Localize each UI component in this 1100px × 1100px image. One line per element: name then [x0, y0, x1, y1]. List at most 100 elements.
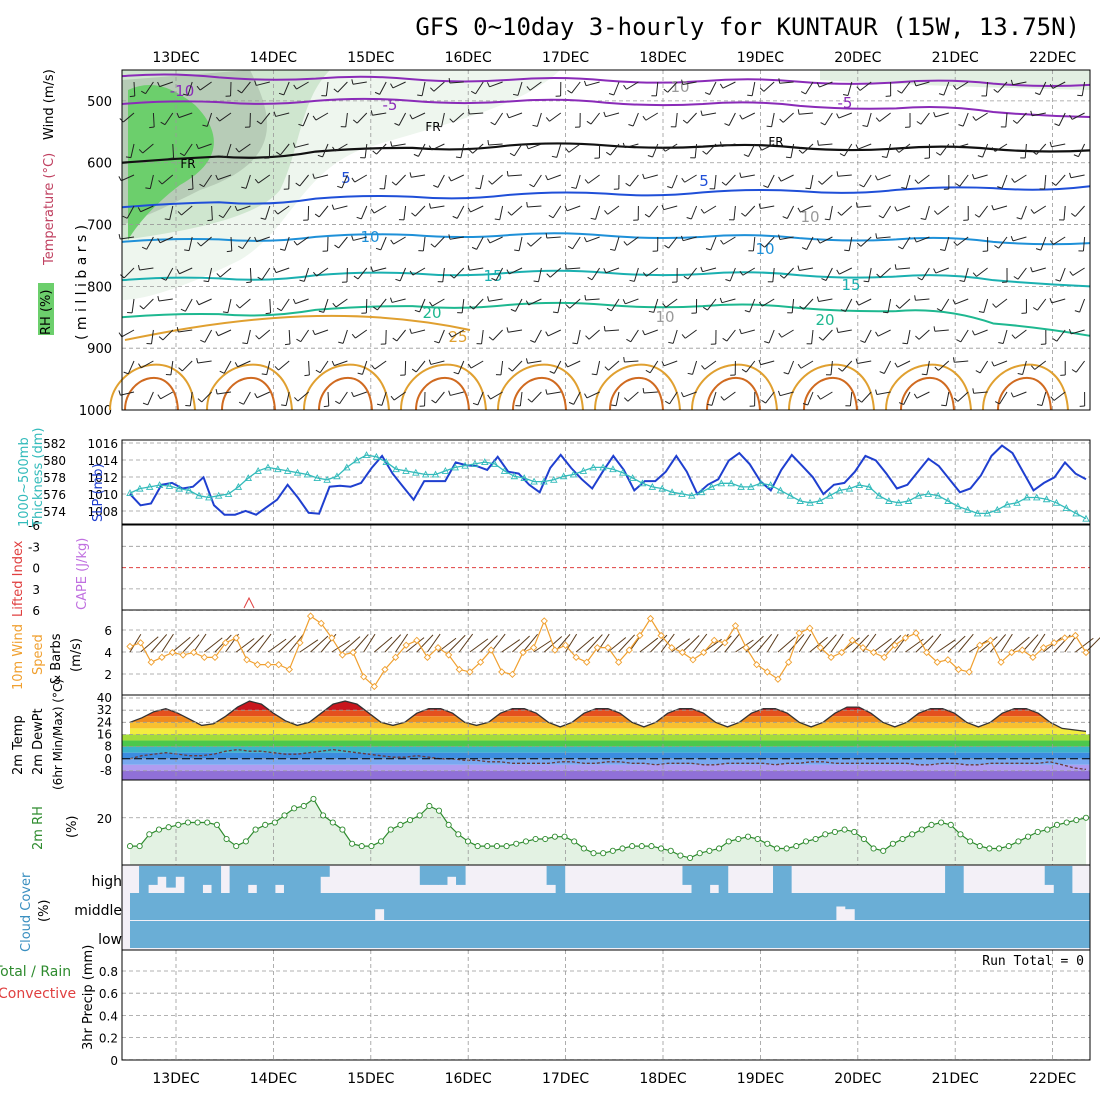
wind-barb-flag: [508, 367, 513, 372]
cloud-bar-low: [308, 921, 319, 948]
wind-barb-flag: [817, 394, 821, 400]
wind-barb: [246, 329, 251, 344]
cloud-bar-low: [346, 921, 357, 948]
wind-barb: [649, 360, 659, 374]
wind-barb: [354, 174, 368, 183]
wind-barb: [821, 174, 833, 185]
wind-tick: 2: [104, 668, 112, 682]
wind-barb-flag: [797, 109, 800, 115]
wind-barb-flag: [1055, 279, 1061, 282]
wind-barb: [1013, 391, 1027, 398]
rh2m-point: [880, 847, 887, 854]
wind-barb: [284, 236, 290, 251]
wind-barb-flag: [545, 331, 549, 337]
wind-barb-flag: [139, 305, 144, 310]
cloud-bar-middle: [1042, 893, 1053, 920]
wind-barb: [179, 267, 193, 275]
rh2m-point: [1034, 828, 1041, 835]
wind-barb-flag: [778, 176, 782, 182]
cloud-bar-middle: [826, 893, 837, 920]
wind-barb-flag: [312, 173, 315, 179]
wind-barb-flag: [203, 280, 209, 283]
wind-barb-flag: [603, 268, 607, 274]
wind-barb: [822, 329, 833, 341]
wind-barb: [200, 236, 212, 247]
wind-barb-flag: [260, 217, 266, 220]
thickness-point: [688, 491, 696, 499]
wind-barb: [771, 112, 775, 127]
wind-speed-point: [243, 656, 251, 664]
wind-barb: [877, 329, 891, 337]
wind-barb: [849, 391, 853, 406]
wind-barb: [345, 112, 348, 127]
wind-barb-flag: [603, 111, 606, 117]
rh2m-point: [358, 843, 365, 850]
wind-barb: [879, 267, 891, 278]
wind-barb: [916, 391, 930, 399]
cloud-bar-low: [1061, 921, 1072, 948]
thickness-point: [264, 463, 272, 471]
cloud-bar-low: [657, 921, 667, 948]
contour-label: 15: [483, 267, 502, 285]
wind-speed-point: [997, 658, 1005, 666]
wind-barb: [841, 360, 853, 372]
wind-barb: [164, 112, 174, 125]
upper-mb-label: ( m i l l i b a r s ): [74, 225, 90, 340]
cloud-bar-high: [293, 866, 303, 893]
rh2m-point: [851, 828, 858, 835]
wind-barb-flag: [623, 357, 625, 363]
wind-barb: [161, 174, 174, 185]
wind-barb: [536, 112, 542, 127]
wind-barb: [863, 174, 872, 188]
wind-barb: [374, 360, 387, 370]
wind-barb: [140, 205, 154, 213]
wind-barb: [749, 298, 756, 313]
thickness-point: [205, 493, 213, 501]
wind-barb: [381, 391, 387, 406]
cloud-bar-low: [722, 921, 733, 948]
cloud-bar-middle: [553, 893, 564, 920]
rh2m-point: [677, 852, 684, 859]
rh2m-point: [513, 840, 520, 847]
wind-barb-flag: [801, 247, 807, 250]
wind-speed-point: [476, 658, 485, 666]
wind-barb-flag: [409, 270, 414, 276]
rh2m-point: [146, 831, 153, 838]
cloud-bar-middle: [1024, 893, 1035, 920]
wind-barb: [607, 205, 620, 215]
wind-barb: [245, 174, 251, 189]
wind-barb-flag: [706, 403, 713, 406]
slp-left-label1: 1000~500mb: [17, 437, 32, 527]
wind-barb: [1014, 329, 1027, 339]
thickness-point: [559, 472, 568, 480]
rh2m-point: [957, 831, 964, 838]
wind-barb: [450, 391, 464, 396]
wind-barb: [450, 174, 465, 182]
isotherm-FR: [121, 142, 1091, 164]
wind-barb: [1053, 236, 1066, 245]
wind-barb-flag: [157, 238, 161, 243]
wind-barb-flag: [428, 203, 432, 209]
wind-barb: [663, 360, 678, 367]
wind-barb: [764, 236, 775, 248]
wind-barb-flag: [897, 246, 903, 250]
wind-barb-flag: [448, 332, 453, 338]
wind-barb: [956, 236, 969, 246]
wind-barb: [709, 81, 717, 95]
wind-barb-flag: [1032, 307, 1038, 311]
wind-barb: [748, 143, 756, 157]
wind-barb-flag: [686, 217, 692, 220]
wind-barb-flag: [315, 369, 321, 374]
wind-barb: [431, 143, 445, 151]
wind-barb: [142, 143, 154, 154]
wind-barb-flag: [821, 278, 827, 281]
wind-barb-flag: [584, 393, 588, 399]
wind-barb-flag: [878, 215, 884, 219]
date-label-bottom: 16DEC: [445, 1071, 492, 1087]
cloud-bar-low: [892, 921, 903, 948]
wind-barb-flag: [118, 234, 121, 240]
wind-barb: [767, 174, 775, 188]
wind-barb-flag: [184, 249, 190, 252]
wind-barb: [915, 298, 930, 301]
wind-barb: [437, 174, 445, 188]
